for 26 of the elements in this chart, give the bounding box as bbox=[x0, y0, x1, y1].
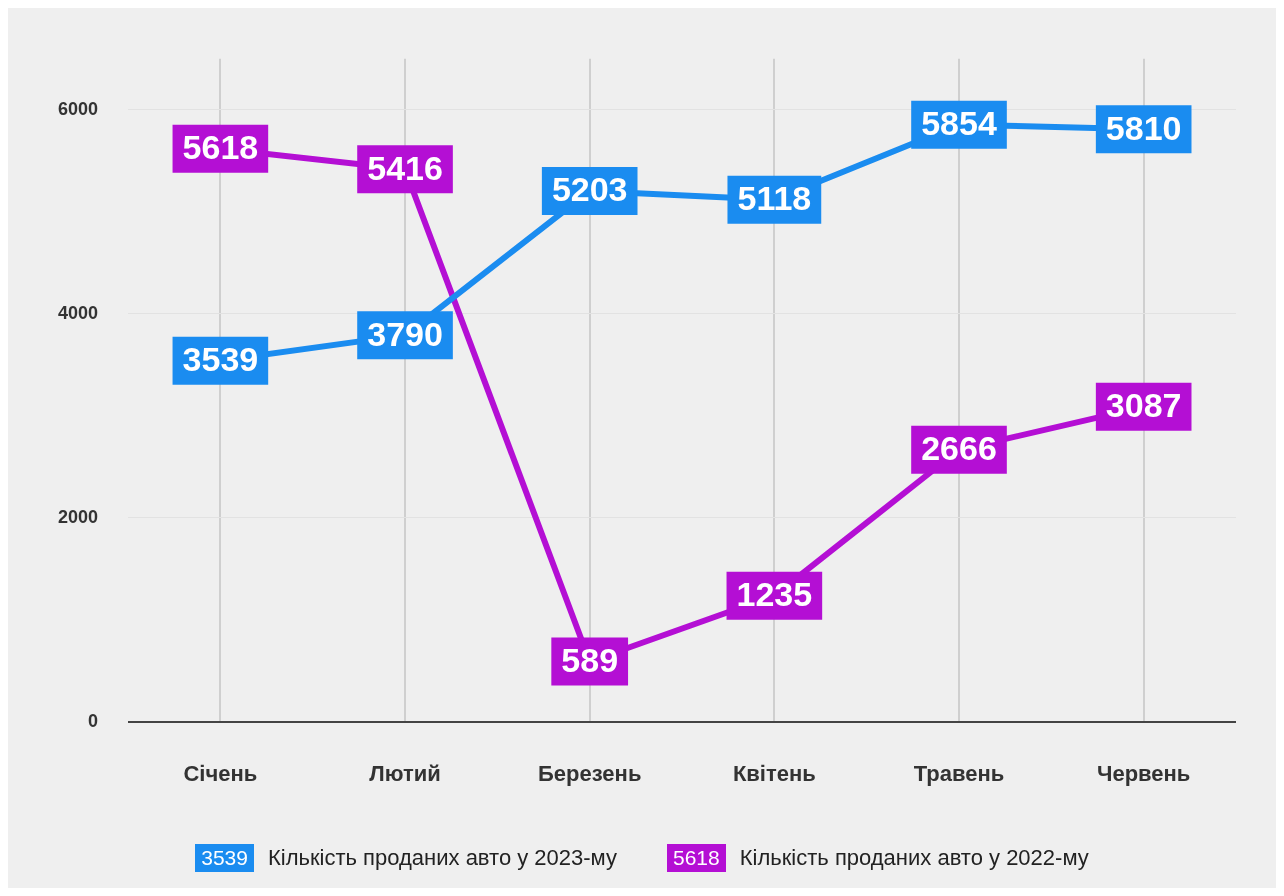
x-tick-label: Квітень bbox=[732, 760, 816, 786]
data-label: 3539 bbox=[182, 340, 259, 379]
text: 3539 bbox=[195, 844, 254, 872]
data-label: 3790 bbox=[367, 314, 443, 353]
data-label: 1235 bbox=[736, 575, 813, 614]
x-tick-label: Березень bbox=[537, 760, 642, 786]
x-tick-label: Червень bbox=[1096, 760, 1191, 786]
x-tick-label: Січень bbox=[183, 760, 258, 786]
data-label: 5416 bbox=[367, 148, 443, 187]
text: 5618 bbox=[667, 844, 726, 872]
data-label: 3087 bbox=[1105, 386, 1182, 425]
data-label: 5203 bbox=[551, 170, 628, 209]
legend-label: Кількість проданих авто у 2023-му bbox=[267, 845, 617, 871]
x-tick-label: Травень bbox=[913, 760, 1005, 786]
y-tick-label: 6000 bbox=[58, 98, 99, 119]
data-label: 5854 bbox=[921, 104, 997, 143]
y-tick-label: 0 bbox=[88, 710, 99, 731]
data-label: 5118 bbox=[737, 179, 812, 218]
data-label: 589 bbox=[561, 640, 619, 679]
data-label: 5618 bbox=[182, 128, 259, 167]
y-tick-label: 2000 bbox=[58, 506, 99, 527]
data-label: 5810 bbox=[1105, 108, 1182, 147]
x-tick-label: Лютий bbox=[369, 760, 441, 786]
data-label: 2666 bbox=[921, 429, 997, 468]
legend-label: Кількість проданих авто у 2022-му bbox=[739, 845, 1089, 871]
y-tick-label: 4000 bbox=[58, 302, 99, 323]
